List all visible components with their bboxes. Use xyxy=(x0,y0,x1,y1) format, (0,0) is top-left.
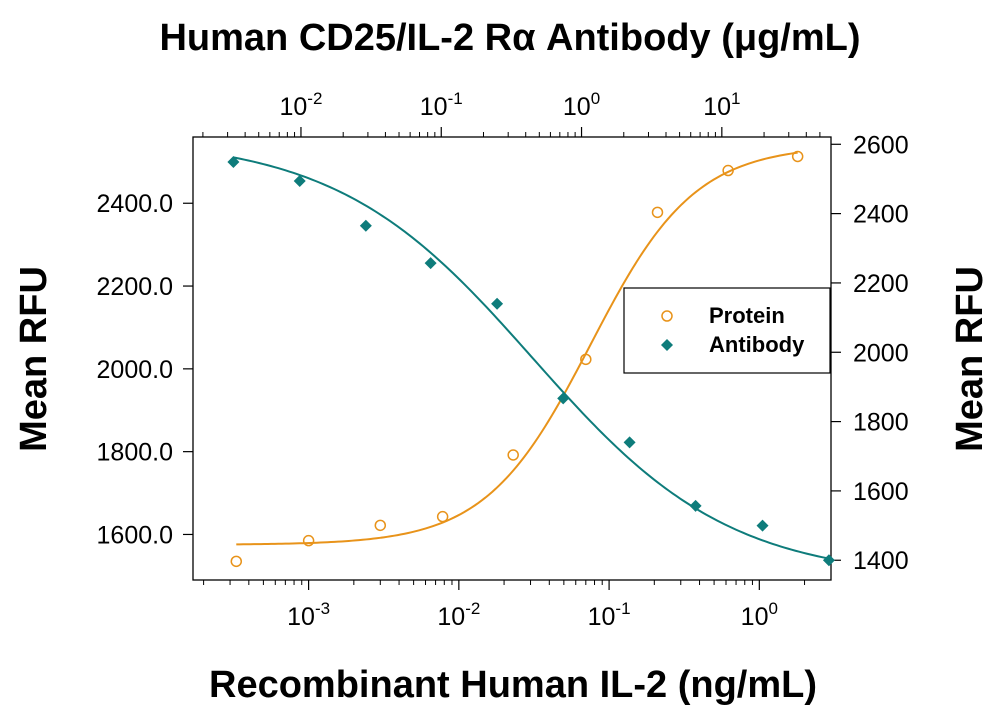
antibody-fit-curve xyxy=(233,156,830,560)
y-left-tick-label: 2400.0 xyxy=(97,190,173,218)
x-top-tick-label: 101 xyxy=(703,89,740,121)
protein-data-point xyxy=(436,510,449,523)
x-bottom-tick-label: 10-1 xyxy=(588,599,631,631)
antibody-data-point xyxy=(689,499,702,512)
plot-area-frame xyxy=(192,136,832,581)
x-bottom-tick-label: 10-3 xyxy=(287,599,330,631)
legend-protein-marker xyxy=(661,310,673,322)
y-axis-right-title: Mean RFU xyxy=(949,266,991,452)
protein-data-point xyxy=(374,519,387,532)
protein-data-point xyxy=(230,555,243,568)
x-top-tick-label: 10-1 xyxy=(420,89,463,121)
protein-data-point xyxy=(722,164,734,177)
legend-antibody-label: Antibody xyxy=(709,332,805,357)
legend-protein-label: Protein xyxy=(709,303,785,328)
antibody-data-point xyxy=(359,219,372,232)
x-top-tick-label: 10-2 xyxy=(279,89,322,121)
antibody-data-point xyxy=(293,175,306,188)
y-right-tick-label: 1600 xyxy=(853,478,909,506)
x-bottom-tick-label: 10-2 xyxy=(437,599,480,631)
y-right-tick-label: 2000 xyxy=(853,339,909,367)
legend: Protein Antibody xyxy=(623,287,831,374)
y-left-tick-label: 1600.0 xyxy=(97,521,173,549)
antibody-data-point xyxy=(491,297,504,310)
x-top-tick-label: 100 xyxy=(563,89,600,121)
x-axis-bottom: 10-3 10-2 10-1 100 xyxy=(203,580,806,631)
antibody-data-point xyxy=(756,519,769,532)
data-points xyxy=(227,150,835,568)
y-right-tick-label: 1800 xyxy=(853,409,909,437)
antibody-data-point xyxy=(227,155,240,168)
protein-data-point xyxy=(651,206,664,219)
protein-data-point xyxy=(580,353,592,366)
y-axis-right: 1400 1600 1800 2000 2200 2400 2600 xyxy=(831,131,909,575)
protein-data-point xyxy=(507,449,519,461)
antibody-data-point xyxy=(623,436,636,449)
fit-curves xyxy=(233,151,830,560)
y-axis-left: 1600.0 1800.0 2000.0 2200.0 2400.0 xyxy=(97,190,193,549)
y-left-tick-label: 2200.0 xyxy=(97,273,173,301)
protein-data-point xyxy=(791,150,804,163)
chart-title: Human CD25/IL-2 Rα Antibody (μg/mL) xyxy=(159,17,860,59)
x-axis-top: 10-2 10-1 100 101 xyxy=(202,89,821,137)
y-right-tick-label: 1400 xyxy=(853,547,909,575)
antibody-data-point xyxy=(557,392,570,405)
y-right-tick-label: 2600 xyxy=(853,131,909,159)
protein-fit-curve xyxy=(236,151,798,546)
antibody-data-point xyxy=(822,554,835,567)
y-left-tick-label: 2000.0 xyxy=(97,356,173,384)
y-right-tick-label: 2400 xyxy=(853,201,909,229)
protein-data-point xyxy=(302,534,315,547)
y-right-tick-label: 2200 xyxy=(853,270,909,298)
x-bottom-tick-label: 100 xyxy=(741,599,778,631)
y-axis-left-title: Mean RFU xyxy=(13,266,55,452)
y-left-tick-label: 1800.0 xyxy=(97,439,173,467)
x-axis-title: Recombinant Human IL-2 (ng/mL) xyxy=(209,664,817,706)
antibody-data-point xyxy=(424,257,437,270)
legend-box xyxy=(623,287,831,374)
legend-antibody-marker xyxy=(661,339,673,351)
